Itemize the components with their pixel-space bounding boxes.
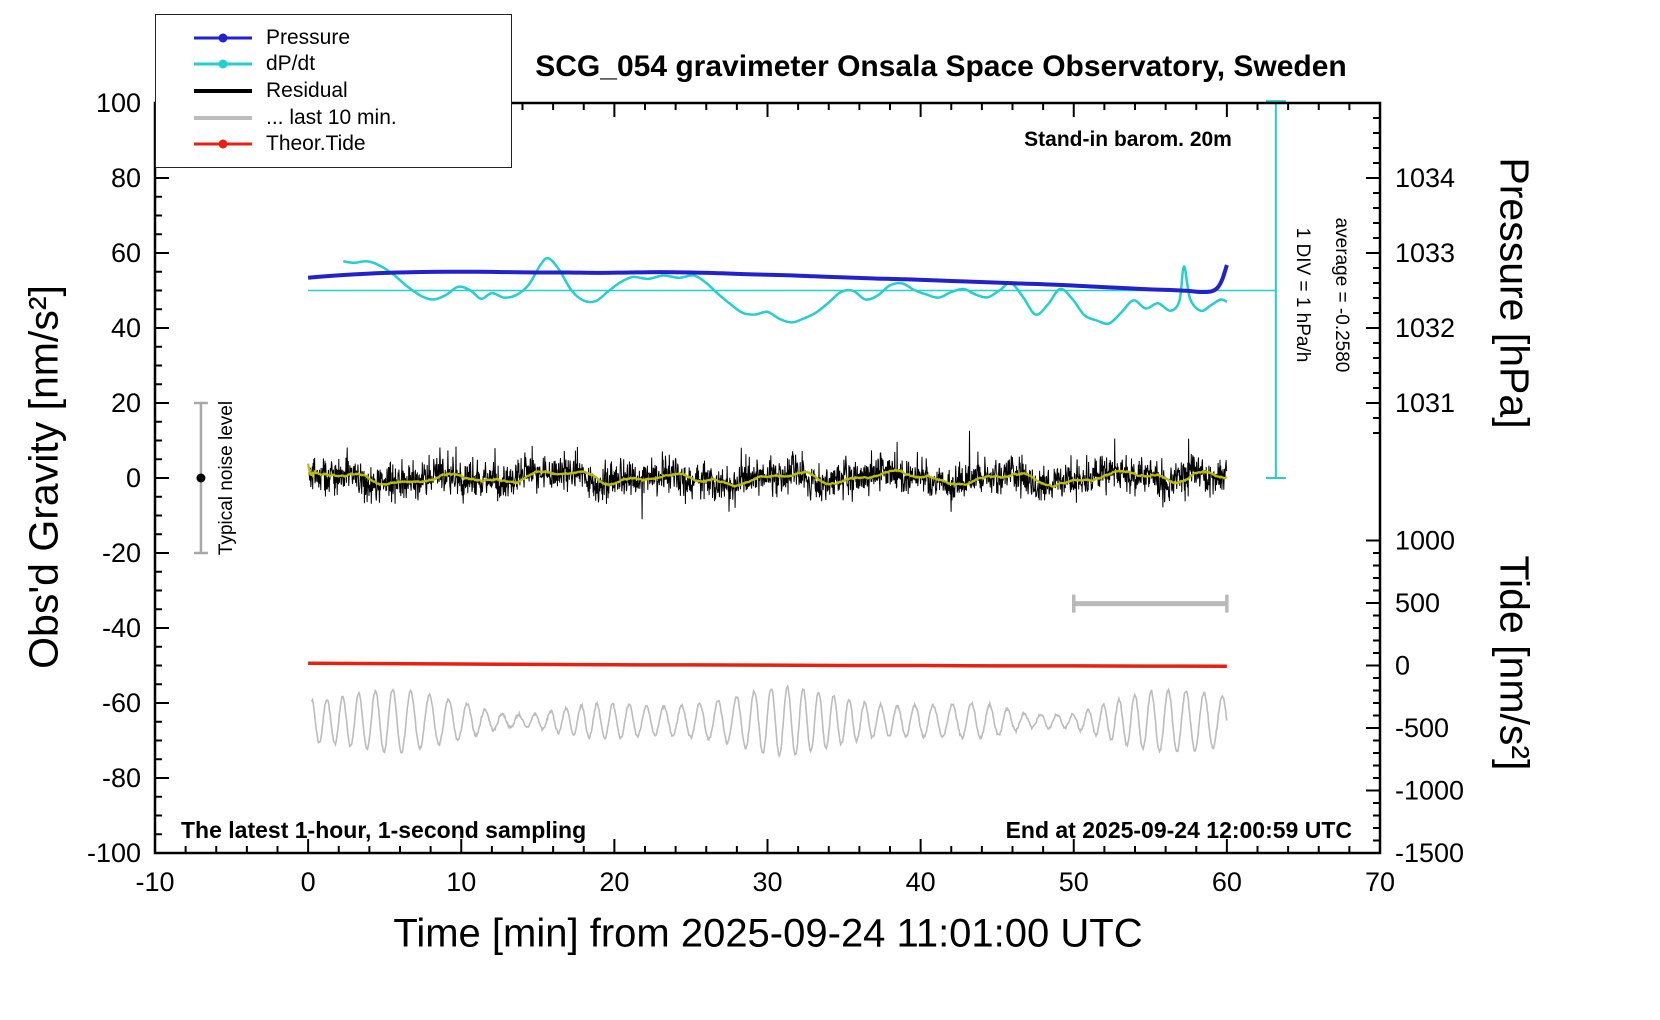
pressure-tick-label: 1033 [1395,238,1455,268]
gravity-tick-label: -80 [102,763,141,793]
legend-swatch-icon [194,33,252,43]
y-axis-label-tide: Tide [nm/s²] [1491,555,1538,771]
legend-item-pressure: Pressure [194,26,511,50]
x-tick-label: 60 [1212,867,1242,897]
series-layer [307,256,1276,759]
gravity-tick-label: -40 [102,613,141,643]
legend-swatch-icon [194,139,252,149]
scale-bars-layer [193,100,1286,613]
legend-item-last-10-min: ... last 10 min. [194,106,511,130]
series-residual-smoothed [307,463,1228,489]
gravity-tick-label: 60 [111,238,141,268]
y-axis-label-gravity: Obs'd Gravity [nm/s²] [20,285,67,669]
x-tick-label: 20 [599,867,629,897]
pressure-tick-label: 1032 [1395,313,1455,343]
x-tick-label: 10 [446,867,476,897]
axis-ticks-layer: -10 0 10 20 30 40 50 60 70-100-80-60-40-20020406… [87,88,1464,897]
gravity-tick-label: -60 [102,688,141,718]
series-pressure [307,264,1229,295]
legend-label: Residual [266,78,348,102]
end-time-note: End at 2025-09-24 12:00:59 UTC [1005,817,1352,843]
tide-tick-label: -1500 [1395,838,1464,868]
gravity-tick-label: 20 [111,388,141,418]
legend-label: ... last 10 min. [266,105,397,129]
gravity-tick-label: 40 [111,313,141,343]
legend-item-dp-dt: dP/dt [194,52,511,76]
average-label: average = -0.2580 [1331,217,1352,373]
gravity-tick-label: -20 [102,538,141,568]
series-dpdt [343,256,1228,326]
chart-legend: Pressure dP/dt Residual ... last 10 min. The… [155,14,512,168]
legend-swatch-icon [194,88,252,93]
legend-label: Pressure [266,25,351,49]
legend-item-theor-tide: Theor.Tide [194,132,511,156]
tide-tick-label: 0 [1395,651,1410,681]
gravity-tick-label: 80 [111,163,141,193]
legend-swatch-icon [194,115,252,120]
pressure-tick-label: 1031 [1395,388,1455,418]
tide-tick-label: 1000 [1395,526,1455,556]
typical-noise-label: Typical noise level [216,400,237,556]
x-tick-label: 70 [1365,867,1395,897]
gravity-tick-label: -100 [87,838,141,868]
series-theor-tide [308,661,1227,668]
gravity-tick-label: 100 [96,88,141,118]
barometer-note: Stand-in barom. 20m [1024,128,1232,151]
chart-title: SCG_054 gravimeter Onsala Space Observat… [535,50,1347,83]
tide-tick-label: 500 [1395,588,1440,618]
gravity-tick-label: 0 [126,463,141,493]
x-axis-label: Time [min] from 2025-09-24 11:01:00 UTC [393,911,1143,956]
x-tick-label: 0 [301,867,316,897]
div-scale-label: 1 DIV = 1 hPa/h [1292,227,1313,363]
series-last-10-min [311,684,1228,759]
legend-label: dP/dt [266,52,316,76]
x-tick-label: 40 [906,867,936,897]
legend-label: Theor.Tide [266,132,366,156]
x-tick-label: 30 [752,867,782,897]
y-axis-label-pressure: Pressure [hPa] [1491,157,1538,429]
legend-item-residual: Residual [194,79,511,103]
sampling-note: The latest 1-hour, 1-second sampling [181,817,587,843]
x-tick-label: 50 [1059,867,1089,897]
legend-swatch-icon [194,59,252,69]
x-tick-label: -10 [135,867,174,897]
tide-tick-label: -500 [1395,713,1449,743]
tide-tick-label: -1000 [1395,775,1464,805]
noise-level-dot [196,473,206,483]
series-residual [307,430,1228,520]
pressure-tick-label: 1034 [1395,163,1455,193]
